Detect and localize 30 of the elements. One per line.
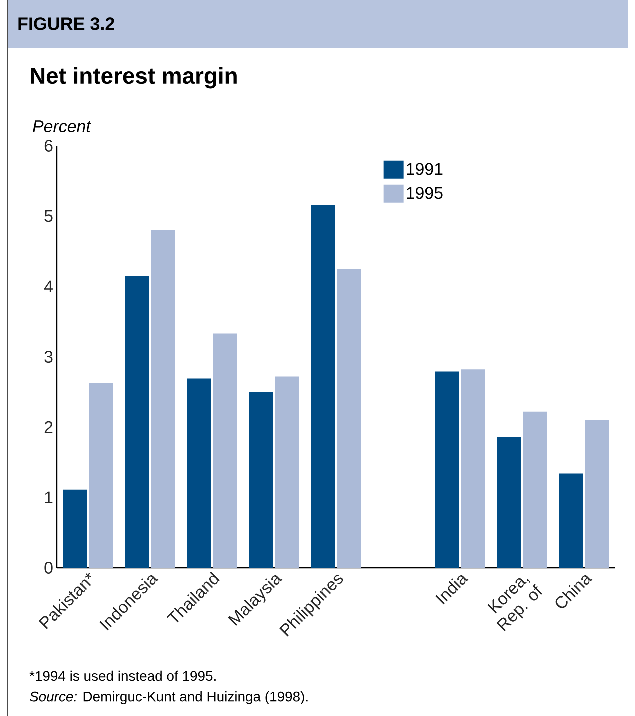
caption: FIGURE 3.2 [18, 18, 114, 30]
bar [435, 372, 460, 568]
bar [522, 412, 547, 568]
chart-title: Net interest margin [31, 67, 237, 89]
y-tick-label: 5 [44, 210, 53, 222]
y-tick-label: 2 [44, 421, 53, 434]
bar [249, 392, 274, 568]
bar [559, 474, 584, 568]
text: *1994 is used instead of 1995. [30, 670, 216, 682]
bar [125, 276, 150, 568]
y-tick-label: 6 [44, 140, 53, 152]
y-axis-title: Percent [33, 120, 92, 132]
bar [274, 376, 299, 568]
bar [187, 378, 212, 568]
bar [460, 370, 485, 568]
bar [63, 490, 88, 568]
text: Source: Demirguc-Kunt and Huizinga (1998). [30, 691, 308, 704]
bar [212, 334, 237, 568]
bar [584, 420, 609, 568]
bar [336, 269, 361, 568]
bar [88, 383, 113, 568]
legend-label: 1991 [407, 163, 443, 176]
y-tick-label: 0 [44, 562, 53, 574]
y-tick-label: 1 [45, 492, 53, 504]
y-tick-label: 3 [44, 351, 53, 363]
bar [150, 230, 175, 568]
bar [497, 437, 522, 568]
legend-label: 1995 [407, 187, 443, 200]
bar [311, 205, 336, 568]
y-tick-label: 4 [44, 280, 53, 292]
